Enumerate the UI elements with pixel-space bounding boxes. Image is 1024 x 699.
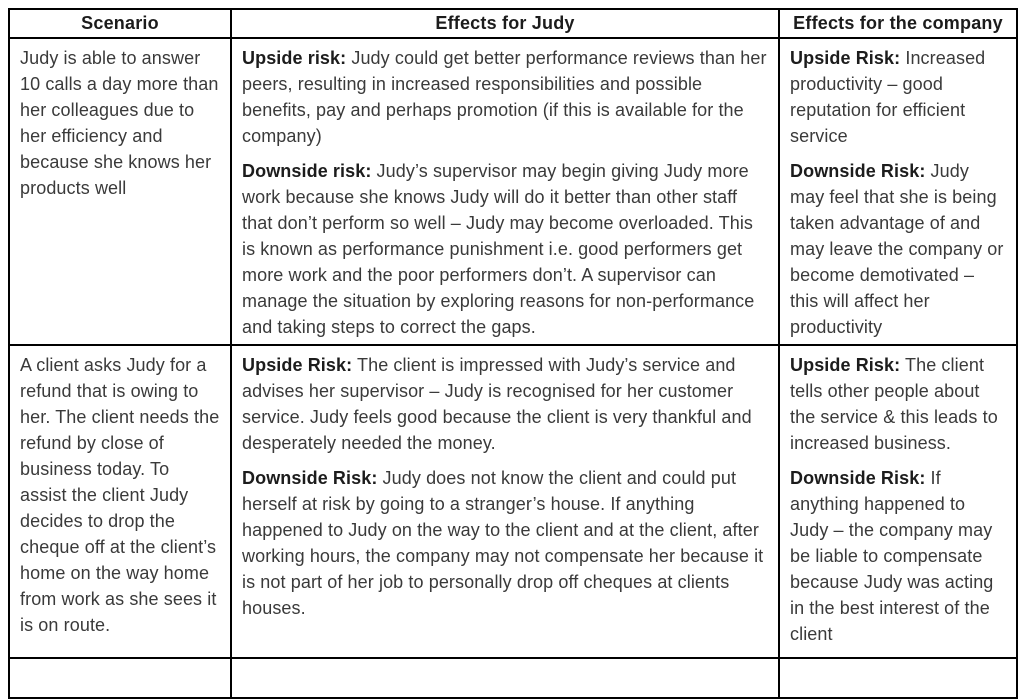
table-row-scenario-2: A client asks Judy for a refund that is … — [8, 344, 1018, 659]
effects-company-cell — [778, 657, 1018, 699]
downside-risk-label: Downside risk: — [242, 161, 372, 181]
downside-risk-label: Downside Risk: — [790, 468, 926, 488]
effects-judy-cell: Upside risk: Judy could get better perfo… — [230, 37, 780, 346]
scenario-cell: Judy is able to answer 10 calls a day mo… — [8, 37, 232, 346]
downside-risk-label: Downside Risk: — [790, 161, 926, 181]
risk-text: Judy does not know the client and could … — [242, 468, 764, 618]
header-scenario: Scenario — [8, 8, 232, 39]
upside-risk-label: Upside Risk: — [790, 355, 901, 375]
risk-text: If anything happened to Judy – the compa… — [790, 468, 994, 644]
effects-company-cell: Upside Risk: Increased productivity – go… — [778, 37, 1018, 346]
risk-paragraph: Upside Risk: The client tells other peop… — [790, 352, 1006, 456]
header-row: Scenario Effects for Judy Effects for th… — [8, 8, 1018, 39]
downside-risk-label: Downside Risk: — [242, 468, 378, 488]
table-row-scenario-1: Judy is able to answer 10 calls a day mo… — [8, 37, 1018, 346]
risk-text: Judy may feel that she is being taken ad… — [790, 161, 1004, 337]
upside-risk-label: Upside Risk: — [242, 355, 353, 375]
risk-paragraph: Downside Risk: If anything happened to J… — [790, 465, 1006, 647]
header-effects-for-judy: Effects for Judy — [230, 8, 780, 39]
risk-text: The client tells other people about the … — [790, 355, 998, 453]
risk-paragraph: Downside risk: Judy’s supervisor may beg… — [242, 158, 768, 340]
scenario-cell: A client asks Judy for a refund that is … — [8, 344, 232, 659]
risk-text: Increased productivity – good reputation… — [790, 48, 986, 146]
upside-risk-label: Upside Risk: — [790, 48, 901, 68]
risk-paragraph: Downside Risk: Judy may feel that she is… — [790, 158, 1006, 340]
scenario-cell — [8, 657, 232, 699]
table-row-partial — [8, 657, 1018, 699]
risk-text: Judy could get better performance review… — [242, 48, 767, 146]
risk-paragraph: Upside Risk: Increased productivity – go… — [790, 45, 1006, 149]
upside-risk-label: Upside risk: — [242, 48, 347, 68]
scenario-text: Judy is able to answer 10 calls a day mo… — [20, 48, 219, 198]
effects-judy-cell — [230, 657, 780, 699]
header-effects-for-company: Effects for the company — [778, 8, 1018, 39]
risk-text: Judy’s supervisor may begin giving Judy … — [242, 161, 755, 337]
risk-comparison-table: Scenario Effects for Judy Effects for th… — [8, 8, 1018, 699]
risk-paragraph: Downside Risk: Judy does not know the cl… — [242, 465, 768, 621]
risk-text: The client is impressed with Judy’s serv… — [242, 355, 752, 453]
risk-paragraph: Upside Risk: The client is impressed wit… — [242, 352, 768, 456]
risk-paragraph: Upside risk: Judy could get better perfo… — [242, 45, 768, 149]
scenario-text: A client asks Judy for a refund that is … — [20, 355, 220, 635]
effects-judy-cell: Upside Risk: The client is impressed wit… — [230, 344, 780, 659]
effects-company-cell: Upside Risk: The client tells other peop… — [778, 344, 1018, 659]
